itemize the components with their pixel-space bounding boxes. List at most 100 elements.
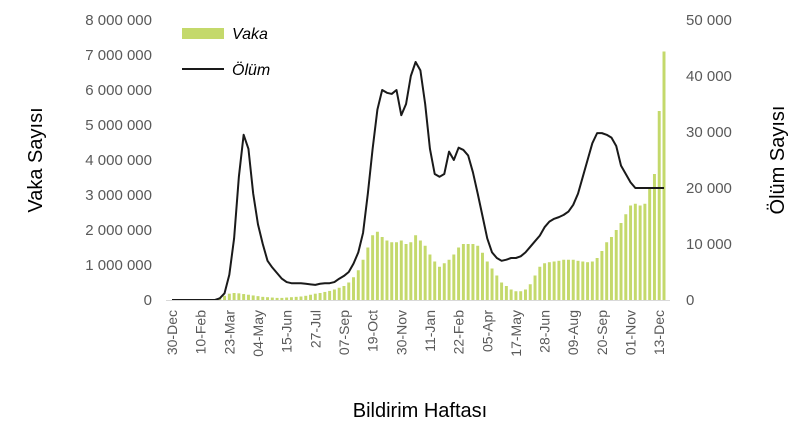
case-bar xyxy=(481,253,484,300)
case-bar xyxy=(591,262,594,301)
case-bar xyxy=(304,296,307,300)
case-bar xyxy=(414,235,417,300)
case-bar xyxy=(400,241,403,301)
left-tick-label: 5 000 000 xyxy=(85,117,152,134)
case-bar xyxy=(495,276,498,301)
case-bar xyxy=(605,242,608,300)
case-bar xyxy=(529,284,532,300)
case-bar xyxy=(252,295,255,300)
left-tick-label: 6 000 000 xyxy=(85,82,152,99)
legend: Vaka Ölüm xyxy=(182,26,270,79)
right-tick-label: 40 000 xyxy=(686,68,732,85)
case-bar xyxy=(438,267,441,300)
case-bar xyxy=(405,244,408,300)
x-tick-label: 04-May xyxy=(250,310,266,357)
x-tick-label: 09-Aug xyxy=(565,310,581,355)
case-bar xyxy=(586,262,589,300)
case-bar xyxy=(261,297,264,300)
x-tick-label: 23-Mar xyxy=(221,310,237,355)
right-axis-title: Ölüm Sayısı xyxy=(767,106,789,215)
legend-label-vaka: Vaka xyxy=(232,26,268,43)
case-bar xyxy=(366,248,369,301)
case-bar xyxy=(285,298,288,300)
case-bar xyxy=(634,204,637,300)
case-bar xyxy=(347,283,350,301)
case-bar xyxy=(620,223,623,300)
case-bar xyxy=(577,261,580,300)
case-bar xyxy=(352,277,355,300)
left-tick-label: 8 000 000 xyxy=(85,12,152,29)
case-bar xyxy=(385,241,388,301)
case-bar xyxy=(276,298,279,300)
x-tick-label: 27-Jul xyxy=(307,310,323,348)
case-bar xyxy=(514,291,517,300)
case-bar xyxy=(624,214,627,300)
case-bar xyxy=(567,260,570,300)
case-bar xyxy=(371,235,374,300)
case-bar xyxy=(424,246,427,300)
case-bar xyxy=(643,204,646,300)
left-tick-label: 4 000 000 xyxy=(85,152,152,169)
case-bar xyxy=(342,286,345,300)
case-bar xyxy=(543,263,546,300)
x-tick-label: 30-Nov xyxy=(393,310,409,355)
left-tick-label: 7 000 000 xyxy=(85,47,152,64)
case-bar xyxy=(314,294,317,300)
case-bar xyxy=(538,267,541,300)
case-bar xyxy=(309,295,312,300)
case-bar xyxy=(271,298,274,300)
case-bar xyxy=(428,255,431,301)
case-bar xyxy=(247,295,250,300)
case-bar xyxy=(443,263,446,300)
case-bar xyxy=(653,174,656,300)
case-bar xyxy=(328,291,331,300)
x-tick-label: 30-Dec xyxy=(164,310,180,355)
case-bar xyxy=(534,276,537,301)
x-tick-label: 11-Jan xyxy=(422,310,438,352)
case-bar xyxy=(505,286,508,300)
x-tick-label: 20-Sep xyxy=(594,310,610,355)
case-bar xyxy=(610,237,613,300)
case-bar xyxy=(290,297,293,300)
x-tick-label: 05-Apr xyxy=(479,310,495,352)
x-tick-label: 17-May xyxy=(508,310,524,357)
case-bar xyxy=(500,283,503,301)
case-bar xyxy=(448,260,451,300)
case-bar xyxy=(486,262,489,301)
case-bar xyxy=(266,297,269,300)
case-bar xyxy=(257,296,260,300)
case-bar xyxy=(581,262,584,301)
case-bar xyxy=(519,291,522,300)
case-bar xyxy=(615,230,618,300)
case-bar xyxy=(223,296,226,300)
case-bar xyxy=(233,293,236,300)
case-bar xyxy=(419,241,422,301)
case-bar xyxy=(323,292,326,300)
x-tick-label: 22-Feb xyxy=(451,310,467,355)
left-tick-label: 2 000 000 xyxy=(85,222,152,239)
case-bar xyxy=(395,242,398,300)
x-tick-label: 01-Nov xyxy=(623,310,639,355)
case-bar xyxy=(548,262,551,300)
death-line xyxy=(172,62,664,300)
case-bar xyxy=(409,242,412,300)
case-bar xyxy=(467,244,470,300)
case-bar xyxy=(462,244,465,300)
x-tick-label: 13-Dec xyxy=(651,310,667,355)
x-tick-label: 07-Sep xyxy=(336,310,352,355)
case-bar xyxy=(381,237,384,300)
x-tick-label: 15-Jun xyxy=(279,310,295,353)
case-bar xyxy=(510,290,513,301)
case-bar xyxy=(433,262,436,301)
x-axis-title: Bildirim Haftası xyxy=(353,400,487,422)
case-bar xyxy=(553,262,556,301)
right-tick-label: 50 000 xyxy=(686,12,732,29)
case-bar xyxy=(471,244,474,300)
case-bar xyxy=(562,260,565,300)
case-bar xyxy=(390,242,393,300)
right-tick-label: 10 000 xyxy=(686,236,732,253)
